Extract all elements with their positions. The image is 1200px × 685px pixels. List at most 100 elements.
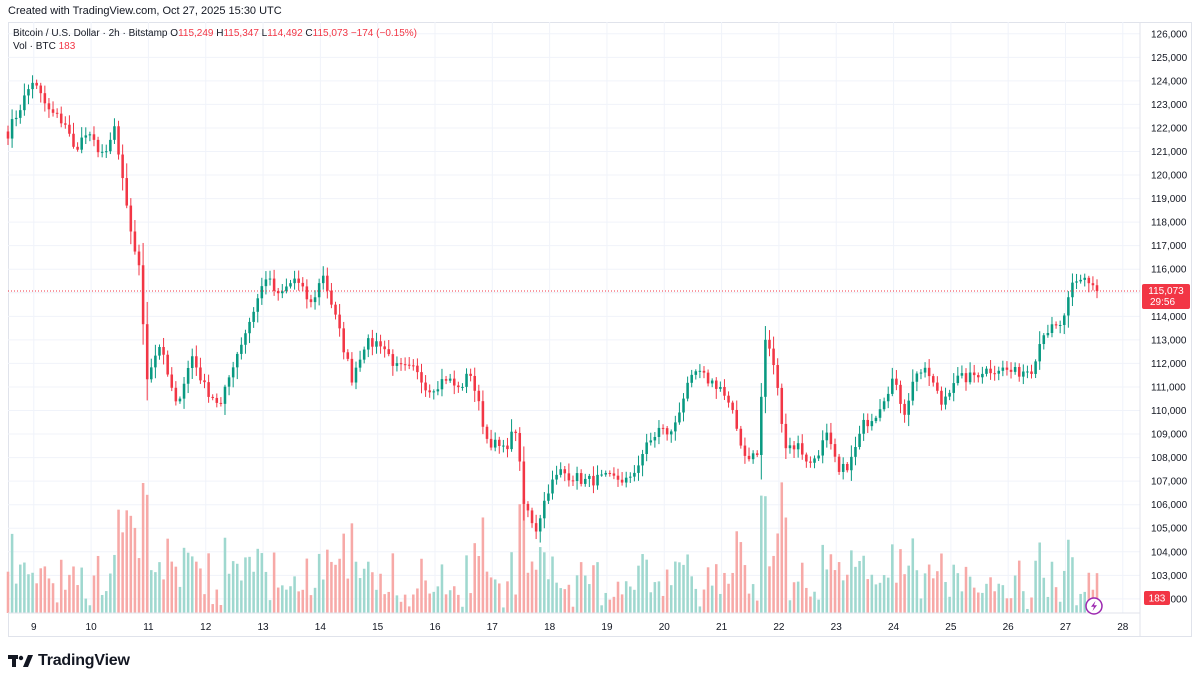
candle-body — [821, 440, 824, 456]
price-tick-label: 108,000 — [1151, 453, 1188, 464]
volume-bar — [362, 568, 366, 613]
volume-bar — [588, 584, 591, 613]
volume-bar — [620, 594, 624, 613]
candle-body — [289, 283, 292, 287]
legend-volume-label: Vol · BTC — [13, 41, 56, 52]
candle-body — [620, 479, 624, 483]
candle-body — [395, 363, 399, 366]
candle-body — [109, 139, 112, 152]
lightning-icon[interactable] — [1085, 597, 1103, 615]
candle-body — [1067, 297, 1070, 316]
volume-bar — [39, 568, 43, 613]
volume-bar — [407, 606, 411, 613]
volume-bar — [215, 589, 219, 613]
volume-bar — [760, 495, 763, 613]
volume-bar — [645, 559, 648, 613]
volume-bar — [796, 581, 800, 613]
volume-bar — [1046, 596, 1050, 613]
volume-bar — [886, 577, 890, 613]
volume-bar — [874, 584, 878, 613]
volume-bar — [882, 575, 886, 613]
volume-bar — [154, 572, 157, 613]
candle-body — [174, 387, 178, 402]
volume-bar — [780, 482, 784, 613]
candle-body — [51, 109, 55, 113]
candle-body — [919, 372, 923, 374]
candle-body — [1075, 281, 1078, 283]
volume-bar — [248, 556, 251, 613]
volume-bar — [510, 552, 513, 613]
volume-bar — [571, 606, 575, 613]
volume-bar — [604, 592, 607, 613]
volume-bar — [1087, 572, 1091, 613]
price-tick-label: 111,000 — [1151, 382, 1186, 393]
price-tick-label: 121,000 — [1151, 147, 1188, 158]
volume-bar — [534, 569, 538, 613]
candle-body — [612, 473, 616, 476]
tradingview-logo-icon — [8, 655, 33, 667]
candle-body — [379, 341, 382, 347]
volume-bar — [899, 549, 902, 613]
candle-body — [469, 373, 472, 376]
candle-body — [342, 328, 345, 353]
time-tick-label: 9 — [31, 622, 37, 633]
volume-bar — [977, 592, 980, 613]
candle-body — [330, 290, 333, 305]
candle-body — [706, 372, 710, 384]
volume-bar — [182, 547, 186, 613]
price-tick-label: 122,000 — [1151, 123, 1188, 134]
volume-bar — [383, 594, 386, 613]
candle-body — [47, 103, 51, 110]
volume-bar — [657, 581, 661, 613]
volume-bar — [866, 579, 870, 613]
volume-bar — [31, 572, 34, 613]
candle-body — [88, 134, 92, 136]
volume-bar — [592, 565, 595, 613]
volume-bar — [927, 564, 931, 613]
volume-bar — [522, 498, 526, 613]
legend-close-label: C — [305, 28, 313, 39]
volume-bar — [944, 581, 947, 613]
volume-bar — [19, 564, 22, 613]
candle-body — [19, 110, 22, 118]
chart-frame[interactable] — [8, 22, 1192, 637]
candle-body — [186, 367, 190, 384]
candle-body — [588, 475, 591, 479]
volume-bar — [399, 601, 403, 613]
time-tick-label: 19 — [601, 622, 613, 633]
candle-body — [383, 346, 386, 350]
volume-bar — [805, 587, 808, 613]
volume-badge: 183 — [1144, 591, 1170, 605]
volume-bar — [1083, 591, 1086, 613]
candle-body — [321, 275, 325, 284]
volume-bar — [997, 583, 1001, 613]
time-tick-label: 16 — [429, 622, 441, 633]
time-tick-label: 10 — [86, 622, 98, 633]
volume-bar — [788, 600, 792, 613]
candle-body — [461, 386, 464, 388]
candle-body — [927, 367, 931, 377]
candle-body — [825, 432, 829, 441]
volume-bar — [538, 547, 542, 613]
candle-body — [649, 440, 653, 443]
candle-body — [682, 398, 685, 413]
volume-bar — [104, 591, 108, 613]
candle-body — [309, 299, 313, 303]
candle-body — [268, 278, 272, 280]
candle-body — [285, 286, 288, 292]
candle-body — [1083, 277, 1086, 280]
candle-body — [473, 375, 476, 391]
candle-body — [997, 370, 1001, 374]
candle-body — [948, 392, 951, 397]
candle-body — [457, 385, 460, 388]
candle-body — [608, 472, 612, 474]
candle-body — [559, 469, 562, 475]
time-tick-label: 18 — [544, 622, 556, 633]
volume-bar — [829, 554, 833, 613]
candle-body — [432, 391, 436, 393]
time-tick-label: 22 — [773, 622, 785, 633]
candle-body — [39, 85, 43, 94]
volume-bar — [776, 533, 779, 613]
candle-body — [858, 433, 861, 447]
